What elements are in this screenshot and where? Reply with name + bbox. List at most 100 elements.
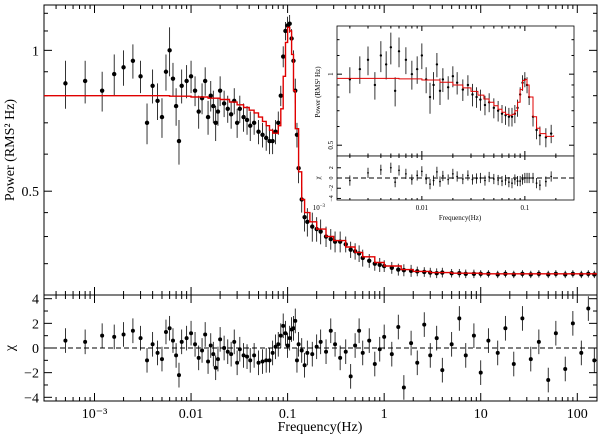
inset-data-point (500, 112, 504, 115)
res-data-point (200, 348, 205, 353)
res-data-point (159, 357, 164, 362)
res-data-point (343, 349, 348, 354)
res-y-tick-label: 4 (32, 293, 39, 308)
res-data-point (145, 358, 150, 363)
main-data-point (213, 120, 218, 126)
inres-data-point (447, 178, 450, 181)
inres-data-point (394, 181, 397, 183)
res-data-point (586, 306, 591, 311)
inset-data-point (471, 93, 474, 96)
main-model-line (44, 26, 597, 275)
inset-data-point (366, 58, 370, 62)
res-y-tick-label: −2 (24, 367, 39, 382)
x-tick-label: 1 (381, 407, 388, 422)
inset-data-point (461, 88, 465, 91)
inset-data-point (535, 128, 538, 132)
inres-data-point (425, 178, 428, 180)
inset-model-line (337, 77, 555, 137)
res-data-point (211, 352, 216, 357)
res-data-point (287, 336, 292, 341)
res-data-point (495, 350, 500, 355)
main-data-point (179, 83, 184, 88)
main-data-point (215, 109, 221, 114)
inres-data-point (389, 166, 392, 169)
main-data-point (208, 93, 213, 98)
inset-data-point (393, 89, 397, 93)
main-data-point (225, 106, 230, 112)
inset-y-tick-label: 1 (327, 72, 335, 76)
res-data-point (225, 349, 230, 354)
inres-y-tick-label: −4 (329, 195, 335, 201)
res-data-point (112, 334, 117, 339)
inset-data-point (397, 50, 401, 53)
inres-data-point (532, 177, 534, 179)
res-data-point (401, 385, 406, 390)
main-data-point (287, 21, 292, 26)
res-data-point (155, 350, 160, 355)
inres-data-point (526, 177, 528, 179)
main-data-point (244, 117, 250, 123)
inres-y-tick-label: 2 (329, 166, 335, 169)
inres-data-point (479, 177, 482, 179)
res-data-point (463, 353, 468, 358)
inset-data-point (496, 109, 500, 112)
inset-data-point (428, 95, 432, 99)
res-data-point (296, 342, 301, 347)
main-data-point (196, 109, 201, 114)
inset-data-point (466, 83, 470, 87)
res-data-point (167, 326, 172, 331)
main-data-point (163, 69, 169, 74)
inres-data-point (516, 180, 519, 182)
res-data-point (100, 333, 105, 338)
main-data-point (251, 120, 257, 126)
res-data-point (63, 338, 68, 343)
main-data-point (155, 98, 160, 104)
res-data-point (215, 357, 220, 362)
res-data-point (302, 363, 307, 368)
inset-plot: 10.5 (327, 26, 574, 156)
inres-data-point (511, 182, 513, 185)
inres-data-point (416, 174, 419, 177)
inres-y-tick-label: 0 (329, 177, 335, 180)
inset-plot-frame (336, 25, 575, 157)
res-data-point (203, 332, 208, 337)
res-data-point (528, 357, 533, 362)
res-data-point (176, 373, 181, 378)
main-data-point (276, 120, 281, 126)
main-data-point (228, 112, 234, 117)
inres-data-point (508, 181, 510, 183)
res-data-point (372, 362, 377, 367)
main-data-point (248, 123, 253, 128)
res-data-point (235, 360, 240, 365)
res-data-point (283, 331, 288, 336)
main-data-point (159, 114, 165, 120)
main-data-point (205, 114, 211, 120)
inset-data-point (415, 67, 419, 71)
res-data-point (409, 341, 414, 346)
inset-data-point (420, 54, 424, 57)
inres-data-point (379, 168, 382, 171)
res-data-point (396, 325, 401, 330)
res-data-point (267, 358, 272, 363)
res-data-point (189, 331, 194, 336)
res-data-point (208, 343, 213, 348)
inres-data-point (504, 179, 507, 181)
inres-data-point (429, 183, 431, 186)
inres-data-point (528, 177, 531, 179)
x-tick-label: 10⁻³ (82, 407, 108, 422)
residual-y-axis-label: χ (3, 344, 18, 352)
inset-data-point (538, 134, 542, 137)
res-data-point (232, 339, 237, 344)
inset-data-point (410, 72, 414, 76)
inset-data-point (373, 83, 377, 87)
res-data-point (415, 360, 420, 365)
main-data-point (302, 214, 307, 220)
y-axis-label: Power (RMS² Hz) (3, 99, 18, 202)
inset-x-tick-label: 10−3 (313, 204, 326, 212)
res-data-point (314, 344, 319, 349)
res-data-point (163, 329, 168, 334)
inset-data-point (438, 89, 442, 93)
main-data-point (256, 129, 261, 134)
res-data-point (174, 353, 179, 358)
inset-data-point (451, 75, 455, 78)
